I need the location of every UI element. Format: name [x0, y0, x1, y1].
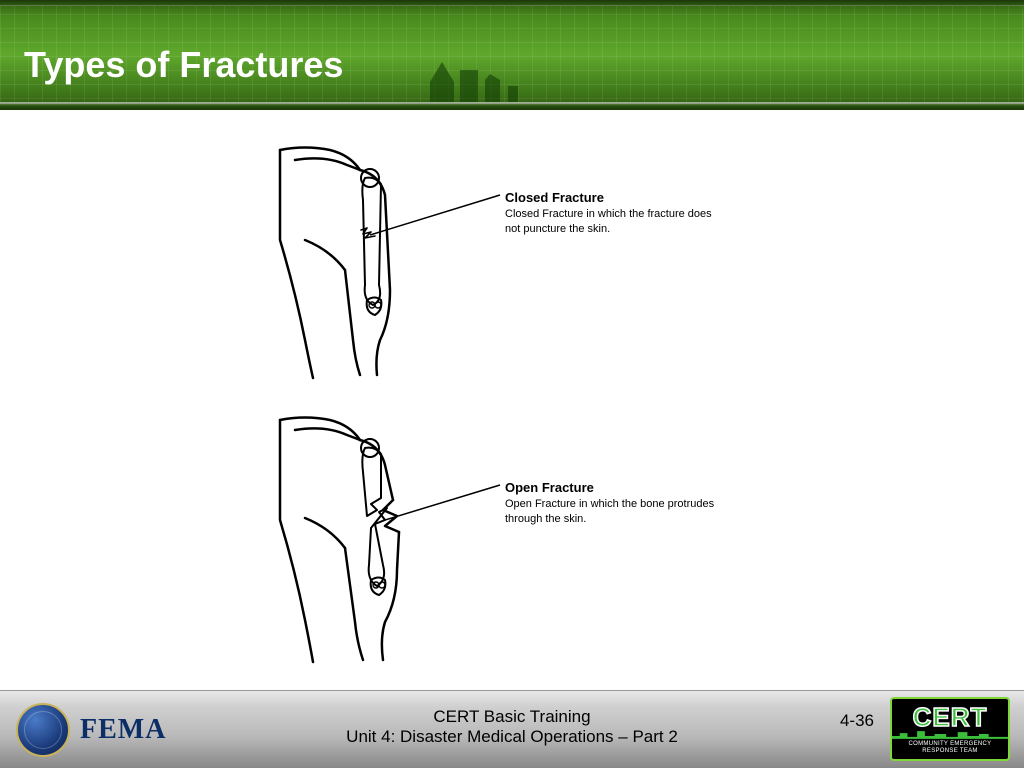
closed-fracture-title: Closed Fracture: [505, 190, 715, 205]
open-fracture-diagram: Open Fracture Open Fracture in which the…: [275, 410, 735, 670]
cert-sub-line1: COMMUNITY EMERGENCY: [909, 741, 992, 747]
footer-course-info: CERT Basic Training Unit 4: Disaster Med…: [346, 707, 678, 747]
slide-title: Types of Fractures: [24, 44, 343, 86]
header-bottom-rule: [0, 102, 1024, 110]
slide-header: Types of Fractures: [0, 0, 1024, 110]
closed-fracture-desc: Closed Fracture in which the fracture do…: [505, 207, 715, 237]
fema-logo-block: FEMA: [16, 703, 166, 757]
open-fracture-callout: Open Fracture Open Fracture in which the…: [505, 480, 715, 527]
slide-footer: FEMA CERT Basic Training Unit 4: Disaste…: [0, 690, 1024, 768]
dhs-seal-icon: [16, 703, 70, 757]
closed-fracture-callout: Closed Fracture Closed Fracture in which…: [505, 190, 715, 237]
open-fracture-desc: Open Fracture in which the bone protrude…: [505, 497, 715, 527]
cert-badge: CERT COMMUNITY EMERGENCY RESPONSE TEAM: [890, 697, 1010, 761]
course-title: CERT Basic Training: [346, 707, 678, 727]
cert-skyline-icon: [892, 731, 1008, 739]
arm-closed-illustration: [275, 140, 455, 380]
page-number: 4-36: [840, 711, 874, 731]
fema-wordmark: FEMA: [80, 714, 166, 746]
slide-content: Closed Fracture Closed Fracture in which…: [0, 110, 1024, 690]
header-top-rule: [0, 0, 1024, 6]
open-fracture-title: Open Fracture: [505, 480, 715, 495]
cert-wordmark: CERT: [913, 704, 988, 730]
closed-fracture-diagram: Closed Fracture Closed Fracture in which…: [275, 140, 735, 380]
skyline-silhouette-icon: [430, 52, 550, 102]
cert-sub-line2: RESPONSE TEAM: [922, 748, 977, 754]
course-unit: Unit 4: Disaster Medical Operations – Pa…: [346, 727, 678, 747]
cert-subtitle: COMMUNITY EMERGENCY RESPONSE TEAM: [909, 741, 992, 754]
